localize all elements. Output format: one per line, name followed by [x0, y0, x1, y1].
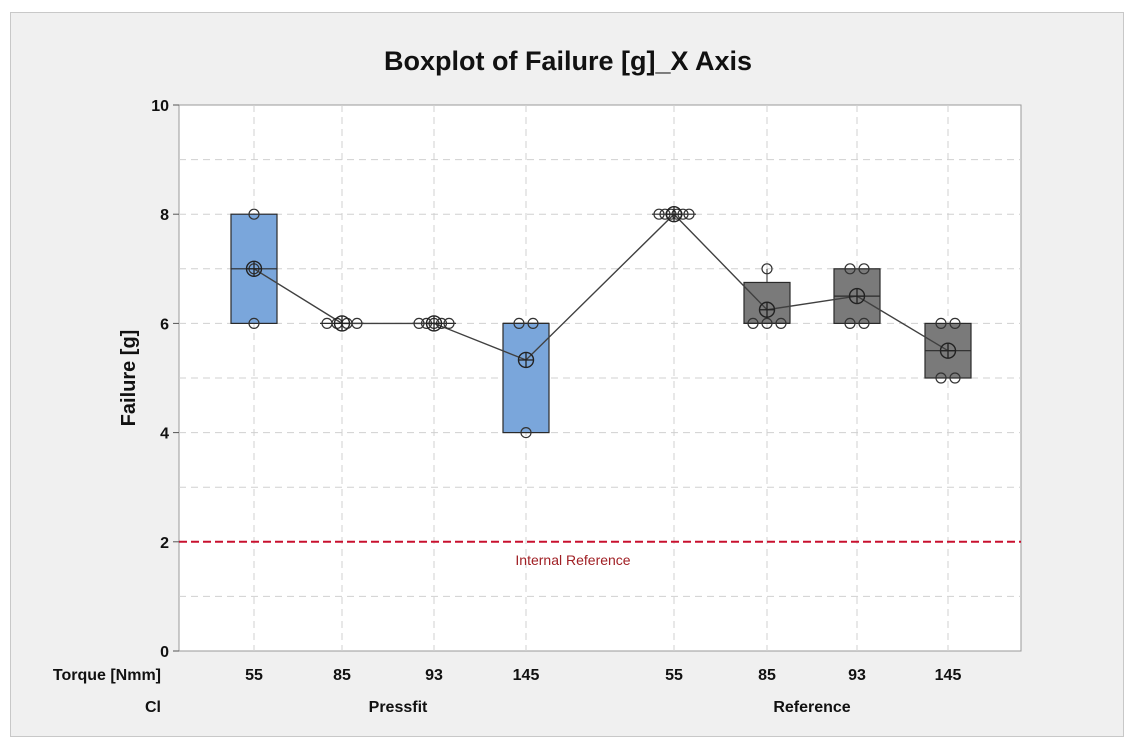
y-tick-label: 2: [160, 535, 169, 552]
data-point: [527, 317, 539, 329]
mean-connect-line: [253, 213, 949, 361]
data-point: [413, 317, 425, 329]
chart-panel: Boxplot of Failure [g]_X Axis 0 2 4 6 8 10 55 8…: [10, 12, 1124, 737]
x-row-label-cl: Cl: [145, 699, 161, 716]
chart-title: Boxplot of Failure [g]_X Axis: [384, 46, 752, 76]
data-point: [858, 317, 870, 329]
y-tick-label: 8: [160, 207, 169, 224]
data-point: [844, 263, 856, 275]
x-tick-label-torque: 93: [425, 667, 443, 684]
data-point: [935, 317, 947, 329]
y-tick-label: 4: [160, 426, 169, 443]
data-point: [683, 208, 695, 220]
data-point: [761, 317, 773, 329]
mean-symbol: [333, 315, 351, 332]
mean-symbol: [665, 205, 683, 223]
x-tick-label-torque: 145: [935, 667, 962, 684]
x-tick-label-torque: 55: [665, 667, 683, 684]
y-tick-label: 10: [151, 98, 169, 115]
data-point: [520, 427, 532, 439]
data-point: [747, 317, 759, 329]
data-point: [949, 372, 961, 384]
data-point: [653, 208, 665, 220]
x-tick-label-torque: 85: [333, 667, 351, 684]
data-point: [248, 317, 260, 329]
mean-symbol: [758, 301, 776, 318]
box: [502, 322, 550, 434]
mean-symbol: [939, 342, 957, 359]
data-point: [513, 317, 525, 329]
mean-symbol: [848, 287, 866, 305]
data-point: [949, 317, 961, 329]
y-tick-label: 6: [160, 316, 169, 333]
x-row-label-torque: Torque [Nmm]: [53, 667, 161, 684]
data-point: [761, 263, 773, 275]
x-group-label: Reference: [773, 699, 850, 716]
mean-symbol: [245, 260, 263, 278]
data-point: [351, 317, 363, 329]
y-tick-label: 0: [160, 644, 169, 661]
data-point: [248, 208, 260, 220]
mean-symbol: [517, 351, 535, 369]
data-point: [775, 317, 787, 329]
x-tick-label-torque: 55: [245, 667, 263, 684]
data-point: [935, 372, 947, 384]
data-point: [844, 317, 856, 329]
data-point: [858, 263, 870, 275]
plot-area: 0 2 4 6 8 10 55 85 93 145 55 85 93 145 Pressfit Referen…: [151, 98, 1022, 716]
x-group-label: Pressfit: [369, 699, 428, 716]
x-tick-label-torque: 145: [513, 667, 540, 684]
mean-symbol: [425, 315, 443, 332]
reference-line-label: Internal Reference: [515, 552, 630, 568]
x-tick-label-torque: 93: [848, 667, 866, 684]
x-tick-label-torque: 85: [758, 667, 776, 684]
data-point: [443, 317, 455, 329]
boxplot-chart: Boxplot of Failure [g]_X Axis 0 2 4 6 8 10 55 8…: [53, 46, 1022, 716]
y-axis-label: Failure [g]: [118, 330, 140, 427]
